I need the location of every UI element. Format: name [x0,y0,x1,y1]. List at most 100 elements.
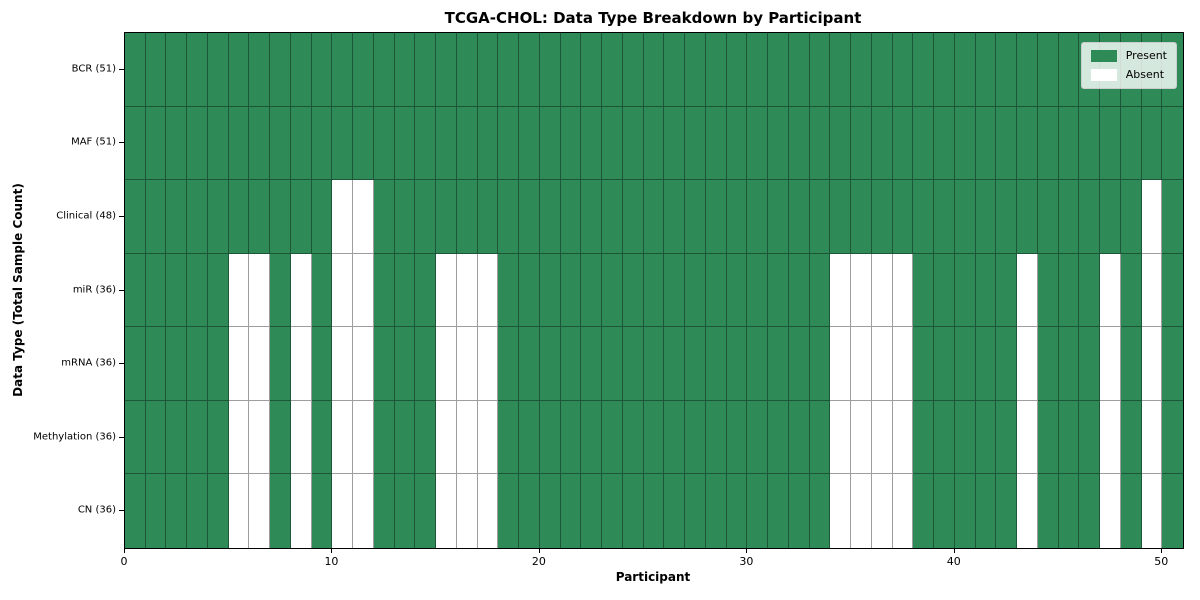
heatmap-cell [125,327,146,401]
heatmap-cell [311,180,333,254]
heatmap-cell [913,33,935,107]
x-tick-label: 0 [120,555,128,568]
heatmap-cell [270,253,291,328]
heatmap-cell [311,33,333,107]
heatmap-cell [581,253,603,328]
y-tick-label: Clinical (48) [56,210,116,222]
heatmap-cell [539,253,561,328]
heatmap-cell [166,33,188,107]
heatmap-cell [290,474,312,548]
heatmap-cell [975,180,997,254]
heatmap-cell [809,474,831,548]
heatmap-cell [1017,253,1038,328]
heatmap-cell [1058,33,1080,107]
heatmap-cell [353,253,374,328]
heatmap-cell [560,180,582,254]
heatmap-cell [851,327,872,401]
x-tick-mark [953,549,955,553]
heatmap-cell [1120,474,1142,548]
heatmap-cell [830,33,852,107]
heatmap-cell [1162,474,1183,548]
heatmap-cell [187,327,208,401]
heatmap-cell [394,327,416,401]
heatmap-cell [1120,400,1142,475]
heatmap-cell [187,400,208,475]
heatmap-cell [809,33,831,107]
heatmap-cell [996,33,1018,107]
heatmap-cell [830,253,852,328]
heatmap-cell [913,400,935,475]
heatmap-cell [934,474,955,548]
heatmap-cell [954,33,976,107]
heatmap-cell [166,180,188,254]
heatmap-cell [145,253,167,328]
heatmap-cell [830,106,852,181]
heatmap-cell [996,327,1018,401]
heatmap-cell [145,400,167,475]
heatmap-cell [145,180,167,254]
heatmap-cell [622,400,644,475]
heatmap-cell [954,253,976,328]
heatmap-cell [622,474,644,548]
heatmap-cell [539,180,561,254]
x-tick-label: 30 [739,555,754,568]
heatmap-cell [290,106,312,181]
y-tick-mark [119,510,124,512]
heatmap-cell [705,33,727,107]
heatmap-cell [1120,180,1142,254]
heatmap-cell [249,106,271,181]
heatmap-cell [685,253,706,328]
heatmap-cell [1100,253,1121,328]
y-tick-label: MAF (51) [71,136,116,148]
heatmap-cell [125,474,146,548]
heatmap-cell [871,253,893,328]
heatmap-cell [145,106,167,181]
y-tick-mark [119,436,124,438]
heatmap-cell [622,253,644,328]
heatmap-cell [373,106,395,181]
heatmap-cell [809,327,831,401]
heatmap-cell [228,33,250,107]
heatmap-cell [477,253,499,328]
heatmap-cell [1141,253,1163,328]
heatmap-cell [477,106,499,181]
heatmap-cell [1058,327,1080,401]
heatmap-cell [1162,106,1183,181]
heatmap-cell [768,180,789,254]
y-tick-label: Methylation (36) [33,431,116,443]
y-tick-mark [119,363,124,365]
heatmap-cell [768,327,789,401]
heatmap-cell [996,180,1018,254]
heatmap-cell [270,180,291,254]
heatmap-cell [1037,474,1059,548]
heatmap-cell [788,474,810,548]
heatmap-cell [788,180,810,254]
heatmap-cell [892,327,914,401]
heatmap-cell [415,474,437,548]
heatmap-cell [581,327,603,401]
heatmap-cell [125,400,146,475]
heatmap-cell [851,474,872,548]
heatmap-cell [207,400,229,475]
heatmap-cell [1162,180,1183,254]
heatmap-cell [539,474,561,548]
heatmap-cell [207,253,229,328]
heatmap-cell [622,106,644,181]
heatmap-cell [207,180,229,254]
heatmap-cell [851,253,872,328]
heatmap-cell [892,474,914,548]
heatmap-cell [747,327,769,401]
heatmap-cell [125,253,146,328]
heatmap-cell [1141,474,1163,548]
heatmap-cell [996,474,1018,548]
heatmap-cell [602,400,623,475]
heatmap-cell [436,106,457,181]
chart-title: TCGA-CHOL: Data Type Breakdown by Partic… [444,9,862,27]
heatmap-cell [415,327,437,401]
heatmap-cell [519,106,540,181]
heatmap-cell [166,400,188,475]
heatmap-cell [975,33,997,107]
heatmap-cell [394,106,416,181]
heatmap-cell [477,180,499,254]
heatmap-cell [477,33,499,107]
